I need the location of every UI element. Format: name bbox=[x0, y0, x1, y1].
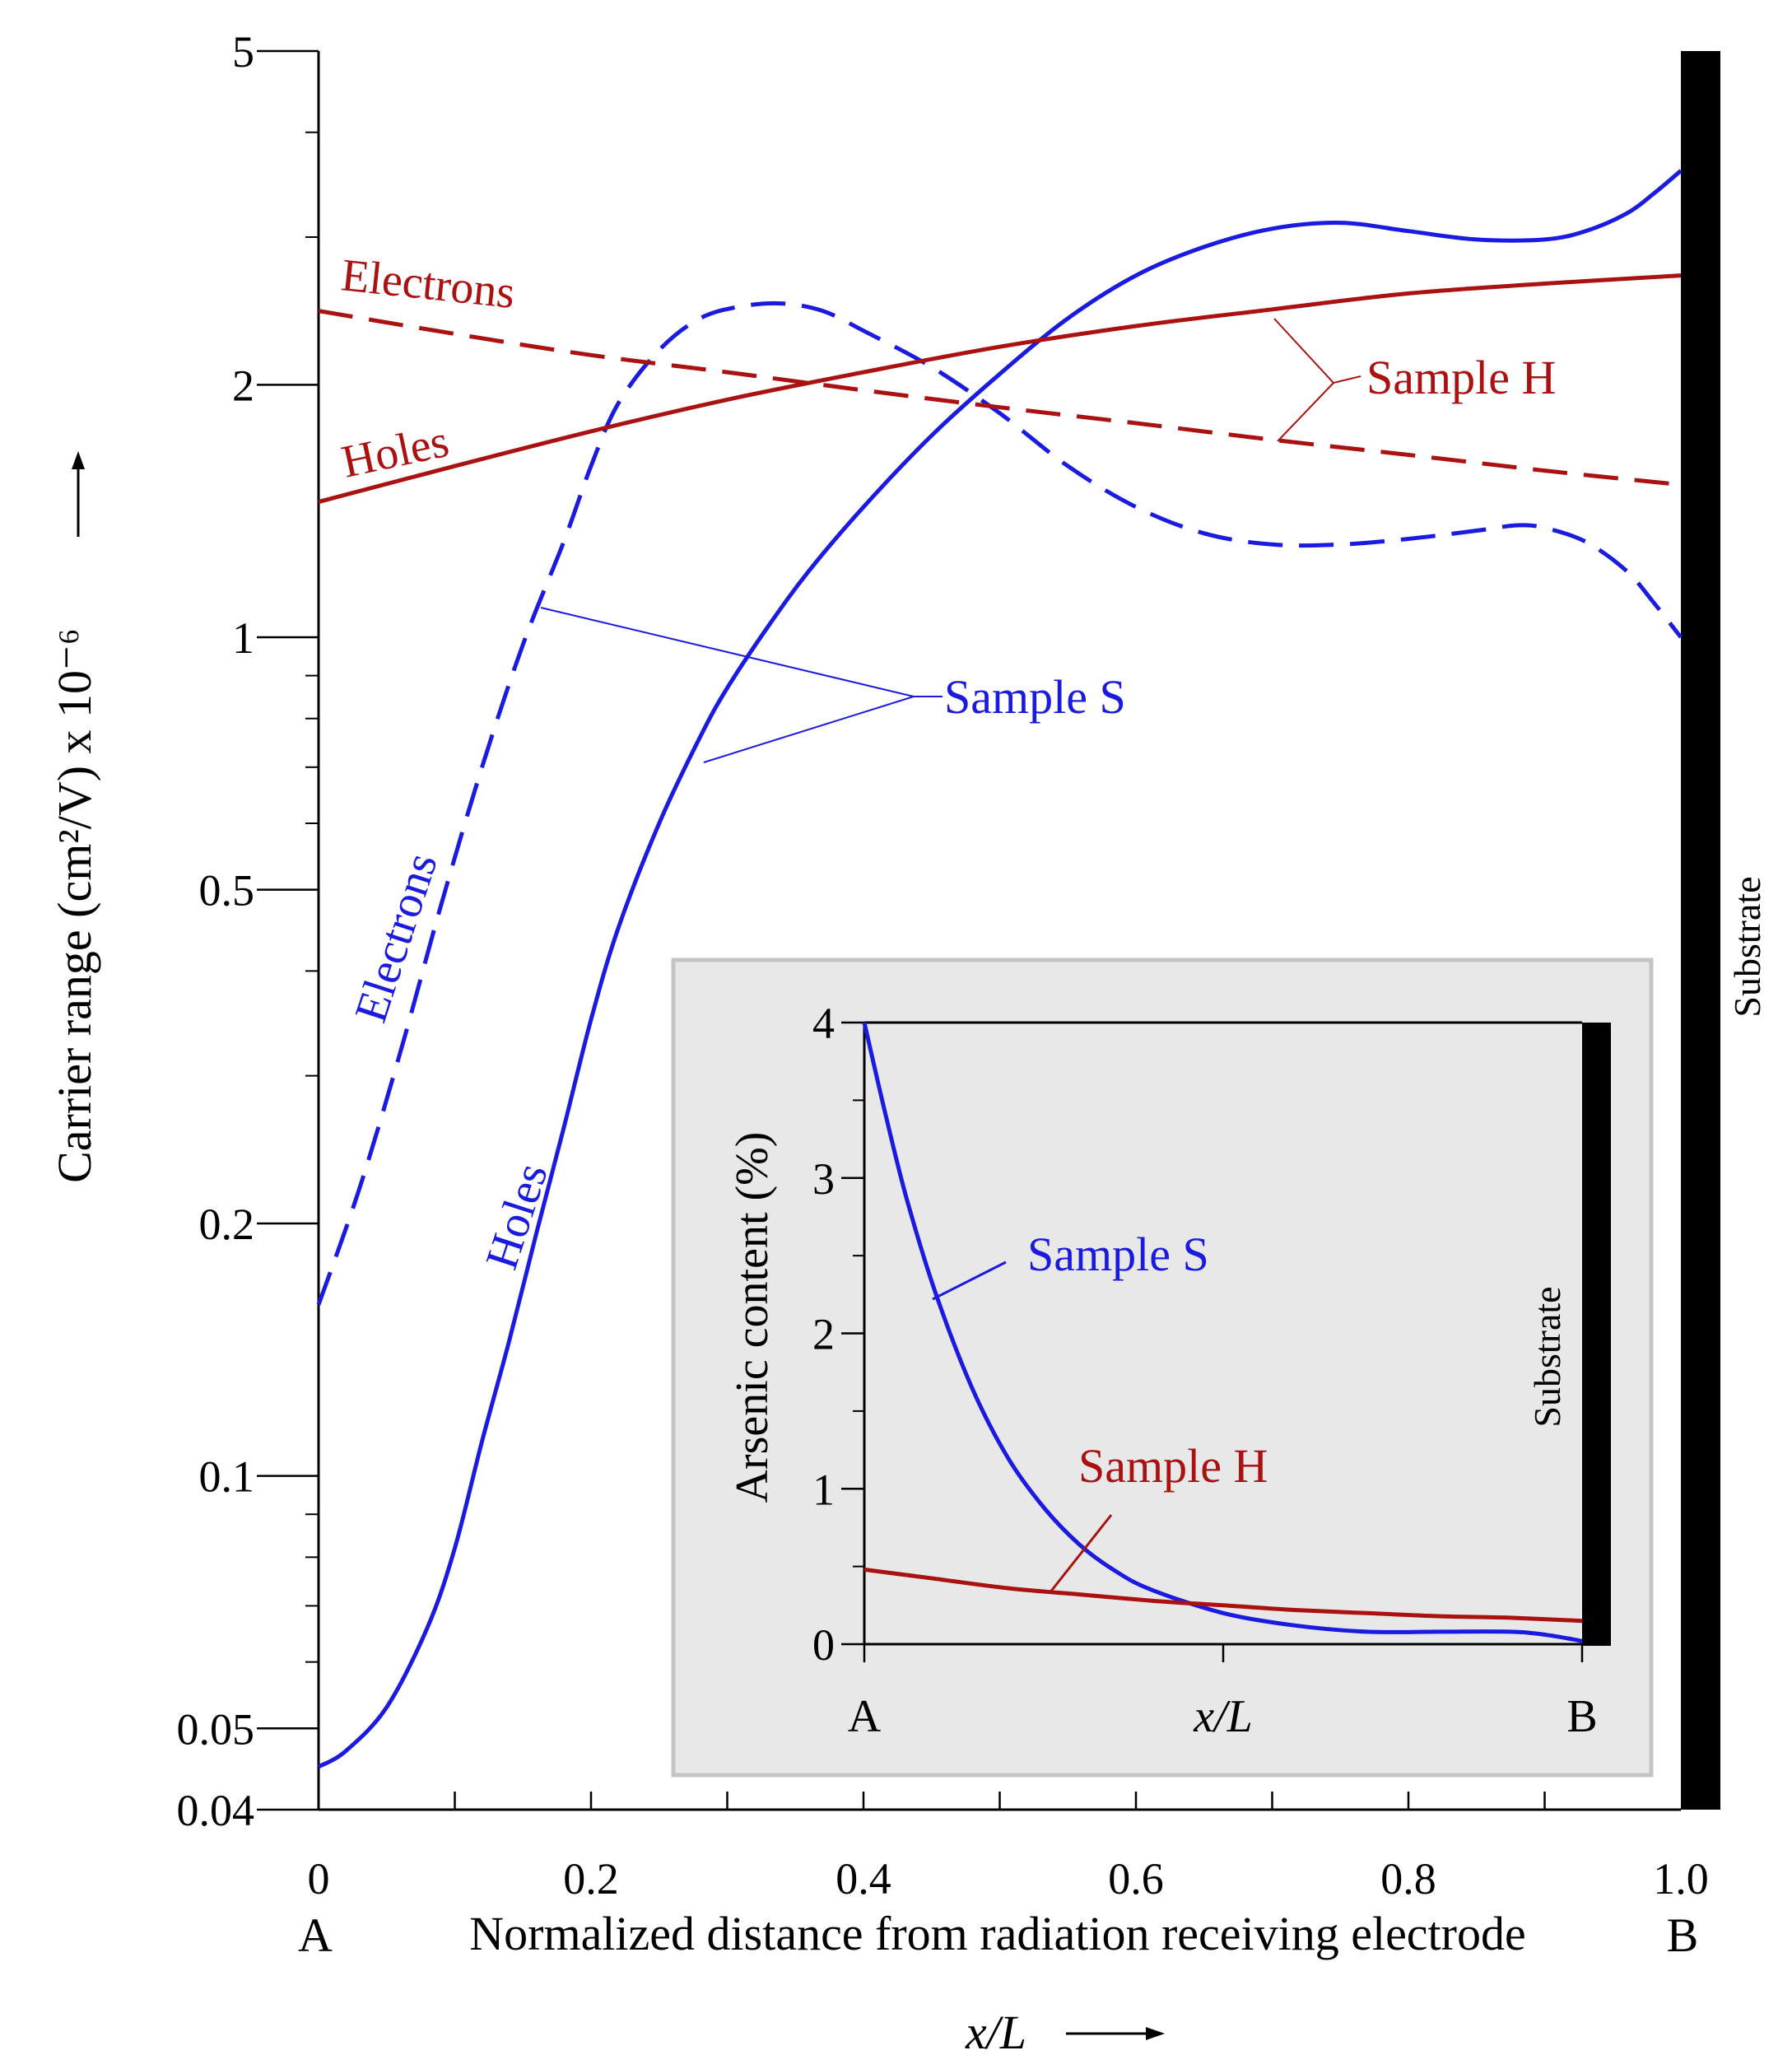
inset-y-tick-label: 1 bbox=[812, 1465, 835, 1514]
inset-x-tick-label: B bbox=[1566, 1691, 1597, 1742]
series-line-sample-s-holes bbox=[317, 169, 1683, 1769]
inset-y-axis-label: Arsenic content (%) bbox=[727, 1132, 778, 1503]
series-line-sample-h-holes bbox=[318, 273, 1682, 505]
y-tick-label: 0.2 bbox=[199, 1200, 255, 1249]
inset-y-tick-label: 4 bbox=[812, 999, 835, 1048]
inset-label-sample-s: Sample S bbox=[1027, 1228, 1209, 1281]
x-tick-label: 1.0 bbox=[1653, 1854, 1709, 1904]
label-h-electrons: Electrons bbox=[339, 249, 518, 319]
main-substrate-bar bbox=[1681, 51, 1720, 1810]
inset-x-tick-label: A bbox=[848, 1691, 882, 1742]
inset-series-line-sample-s bbox=[862, 1022, 1583, 1643]
x-tick-label: 0.6 bbox=[1108, 1854, 1164, 1904]
y-tick-label: 5 bbox=[232, 27, 254, 77]
label-sample-h: Sample H bbox=[1366, 351, 1556, 404]
inset-y-tick-label: 0 bbox=[812, 1620, 835, 1670]
x-tick-label: 0 bbox=[308, 1854, 330, 1904]
x-tick-label: 0.2 bbox=[563, 1854, 619, 1904]
main-y-axis-label: Carrier range (cm²/V) x 10⁻⁶ bbox=[48, 628, 101, 1183]
inset-panel bbox=[671, 958, 1654, 1778]
y-tick-label: 0.04 bbox=[177, 1786, 255, 1835]
inset-x-tick-label: x/L bbox=[1193, 1691, 1253, 1742]
x-axis-label-b: B bbox=[1667, 1908, 1699, 1962]
label-h-holes: Holes bbox=[337, 416, 454, 488]
inset-substrate-bar bbox=[1582, 1023, 1611, 1646]
y-tick-label: 2 bbox=[232, 361, 254, 410]
sample-s-leader bbox=[540, 607, 943, 763]
x-arrow-head bbox=[1146, 2027, 1165, 2040]
main-substrate-label: Substrate bbox=[1726, 876, 1768, 1017]
y-tick-label: 1 bbox=[232, 613, 254, 663]
main-x-axis-label: Normalized distance from radiation recei… bbox=[469, 1907, 1525, 1960]
x-tick-label: 0.8 bbox=[1380, 1854, 1436, 1904]
inset-sample-s-leader bbox=[932, 1261, 1007, 1301]
y-tick-label: 0.05 bbox=[177, 1704, 255, 1754]
inset-substrate-label: Substrate bbox=[1526, 1286, 1568, 1427]
inset-axis-ticks: 0 1 2 3 4 A x/L B bbox=[812, 999, 1598, 1742]
y-tick-label: 0.1 bbox=[199, 1452, 255, 1502]
sample-h-leader bbox=[1273, 318, 1361, 442]
inset-y-tick-label: 2 bbox=[812, 1310, 835, 1359]
inset-series-line-sample-h bbox=[863, 1567, 1583, 1624]
inset-sample-h-leader bbox=[1048, 1514, 1113, 1594]
x-axis-sublabel: x/L bbox=[965, 2006, 1026, 2059]
label-s-holes: Holes bbox=[476, 1158, 557, 1275]
series-line-sample-h-electrons bbox=[318, 309, 1682, 487]
inset-series bbox=[862, 1022, 1583, 1643]
inset-label-sample-h: Sample H bbox=[1078, 1439, 1268, 1493]
series-line-sample-s-electrons bbox=[316, 301, 1683, 1306]
label-sample-s: Sample S bbox=[944, 670, 1126, 724]
x-axis-label-a: A bbox=[298, 1908, 333, 1962]
x-tick-label: 0.4 bbox=[835, 1854, 891, 1904]
main-series bbox=[316, 169, 1683, 1769]
y-tick-label: 0.5 bbox=[199, 866, 255, 916]
inset-y-tick-label: 3 bbox=[812, 1154, 835, 1204]
y-arrow-head bbox=[72, 451, 85, 469]
main-axis-ticks: 0.04 0.05 0.1 0.2 0.5 1 2 5 0 0.2 0.4 0.6 0.8 1.0 bbox=[177, 27, 1709, 1904]
